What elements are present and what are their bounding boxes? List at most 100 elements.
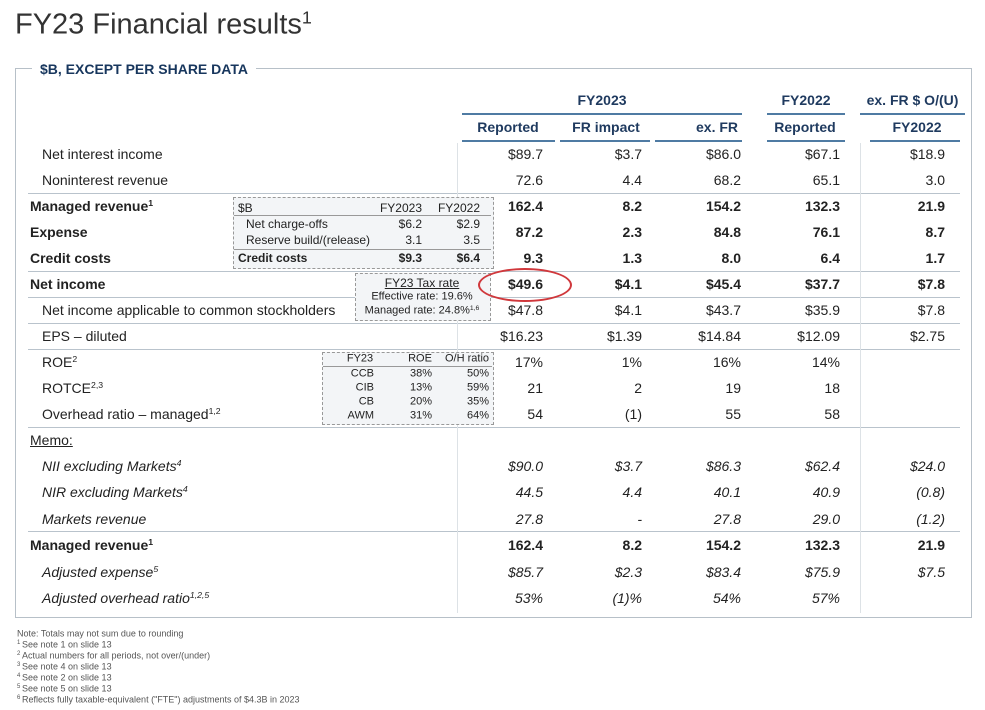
cell-value: $47.8 [508,303,543,317]
cell-value-text: 8.2 [622,537,642,554]
cell-value-text: 21.9 [917,537,945,554]
cell-value-text: 54 [527,406,543,422]
row-label: Adjusted expense5 [42,563,159,578]
row-label-text: ROTCE [42,380,91,396]
cell-value: $7.8 [918,303,945,317]
cell-value-text: $12.09 [797,328,840,344]
row-label: Noninterest revenue [42,173,168,187]
cell-value: $75.9 [805,565,840,579]
cell-value-text: $2.75 [909,328,945,344]
note-text: Note: Totals may not sum due to rounding [17,628,184,639]
footnote-ref: 4 [176,458,182,469]
note-number-text: 2 [17,651,21,657]
cell-value-text: 154.2 [705,537,741,554]
row-label: Markets revenue [42,512,146,526]
cell-value: 72.6 [516,173,543,187]
row-label: ROTCE2,3 [42,381,103,395]
inset-cell: 35% [466,395,489,408]
inset-cell-text: Reserve build/(release) [246,233,371,247]
group-header-text: FY2022 [781,92,831,108]
cell-value: 9.3 [524,251,543,265]
cell-value: $89.7 [508,147,543,161]
rule [28,531,960,532]
cell-value: 16% [713,355,741,369]
cell-value: $7.8 [918,277,945,291]
cell-value-text: 21 [527,380,543,396]
cell-value-text: 8.2 [622,198,642,214]
inset-cell-text: 35% [466,395,489,408]
footnote-ref: 1,6 [469,304,480,312]
row-label: Net income applicable to common stockhol… [42,303,335,317]
column-header-text: FY2022 [892,119,942,135]
inset-cell-text: 20% [409,395,432,408]
cell-value: 21.9 [918,199,945,213]
rule [323,366,492,367]
cell-value-text: 132.3 [804,198,840,214]
cell-value-text: $3.7 [614,146,642,162]
cell-value-text: $86.3 [705,458,741,474]
cell-value: 1% [622,355,642,369]
inset-cell: CB [359,396,374,408]
cell-value: 29.0 [813,512,840,526]
cell-value-text: 40.1 [713,484,741,501]
note-number: 4 [17,673,20,679]
cell-value-text: 2.3 [622,224,642,240]
inset-header-text: FY2023 [379,201,422,215]
cell-value: 84.8 [714,225,741,239]
cell-value: $4.1 [615,303,642,317]
cell-value: 76.1 [813,225,840,239]
inset-cell: Reserve build/(release) [246,234,370,246]
cell-value-text: 17% [514,354,543,370]
cell-value-text: $85.7 [507,563,543,580]
footnote-ref: 2,3 [91,380,104,391]
footnote-ref: 5 [153,563,159,574]
footnote-ref: 2 [72,354,78,365]
cell-value-text: 1.3 [622,250,642,266]
column-header: ex. FR [696,120,738,134]
rule [234,215,491,216]
cell-value: $90.0 [508,459,543,473]
cell-value-text: 65.1 [812,172,840,188]
inset-header: O/H ratio [445,353,489,365]
cell-value: $3.7 [615,459,642,473]
cell-value-text: $3.7 [614,458,642,474]
note-number-text: 1 [17,640,21,646]
cell-value-text: $7.8 [917,302,945,318]
cell-value: 68.2 [714,173,741,187]
inset-cell: $6.4 [457,252,480,264]
column-header-text: Reported [774,119,836,135]
cell-value-text: 87.2 [515,224,543,240]
inset-cell-text: CIB [355,381,374,394]
group-header-text: FY2023 [577,92,627,108]
cell-value: 19 [725,381,741,395]
row-label-text: EPS – diluted [42,328,127,344]
rule [28,193,960,194]
cell-value: $86.0 [706,147,741,161]
inset-cell-text: 3.1 [405,233,422,247]
cell-value: 54% [713,591,741,605]
cell-value: 27.8 [714,512,741,526]
cell-value-text: $2.3 [614,563,642,580]
cell-value: $83.4 [706,565,741,579]
row-label-text: ROE [42,354,73,370]
cell-value: 6.4 [821,251,840,265]
cell-value: $1.39 [607,329,642,343]
inset-cell-text: Net charge-offs [246,217,328,231]
inset-cell: Net charge-offs [246,218,328,230]
inset-cell: 50% [467,368,489,380]
note: Note: Totals may not sum due to rounding [17,628,184,639]
cell-value: 58 [824,407,840,421]
cell-value: (1.2) [916,512,945,526]
cell-value-text: 1% [621,354,642,370]
cell-value-text: 58 [824,406,840,422]
inset-cell-text: $6.4 [456,251,480,265]
cell-value: $43.7 [706,303,741,317]
row-label: NIR excluding Markets4 [42,485,188,499]
cell-value: 18 [824,381,840,395]
column-divider [860,143,861,613]
cell-value: 57% [812,591,840,605]
cell-value: 1.7 [926,251,945,265]
footnote-ref: 1 [148,198,154,209]
cell-value-text: $14.84 [698,328,741,344]
